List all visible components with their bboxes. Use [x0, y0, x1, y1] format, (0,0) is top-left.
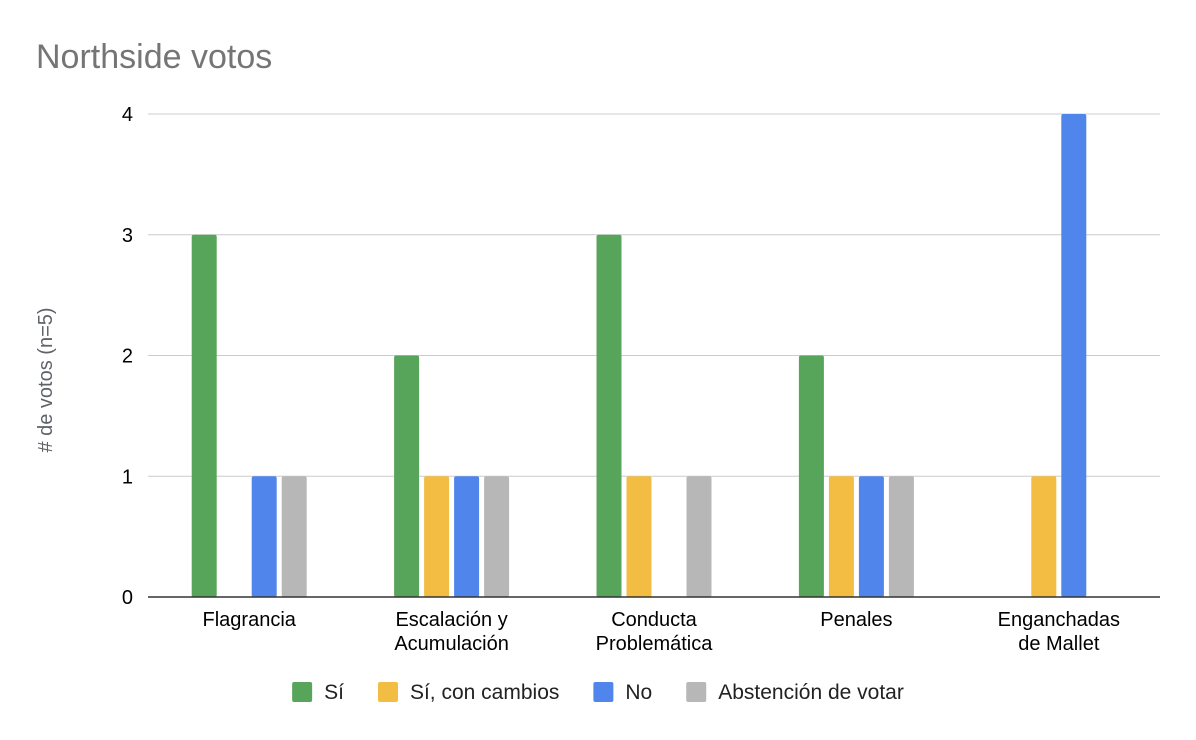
bar	[858, 476, 884, 597]
x-tick-label: Enganchadas de Mallet	[998, 609, 1120, 655]
legend-label: No	[625, 681, 652, 704]
x-tick-label-line: Conducta	[611, 609, 697, 631]
x-tick-label: Escalación y Acumulación	[394, 609, 509, 655]
y-axis-ticks: 0 1 2 3 4	[122, 104, 133, 609]
bar	[686, 476, 712, 597]
legend-label: Sí	[324, 681, 344, 704]
x-tick-label: Penales	[820, 609, 892, 631]
x-tick-label-line: Enganchadas	[998, 609, 1120, 631]
grid	[148, 113, 1160, 477]
x-tick-label-line: Flagrancia	[203, 609, 297, 631]
bar	[394, 355, 420, 597]
x-tick-label: Flagrancia	[203, 609, 297, 631]
x-tick-label-line: Problemática	[596, 633, 714, 655]
chart-title: Northside votos	[36, 38, 272, 76]
x-tick-label-line: de Mallet	[1018, 633, 1100, 655]
bar	[888, 476, 914, 597]
y-tick-label: 1	[122, 466, 133, 488]
bar	[424, 476, 450, 597]
bar	[596, 234, 622, 597]
y-tick-label: 4	[122, 104, 133, 126]
x-tick-label: Conducta Problemática	[596, 609, 714, 655]
legend: Sí Sí, con cambios No Abstención de votar	[292, 681, 904, 704]
legend-swatch	[292, 682, 313, 702]
bar	[251, 476, 277, 597]
bars	[191, 114, 1087, 597]
bar	[191, 234, 217, 597]
legend-label: Abstención de votar	[718, 681, 904, 704]
legend-swatch	[686, 682, 707, 702]
y-tick-label: 0	[122, 587, 133, 609]
x-tick-label-line: Penales	[820, 609, 892, 631]
legend-swatch	[377, 682, 398, 702]
y-tick-label: 2	[122, 346, 133, 368]
bar	[281, 476, 307, 597]
bar	[454, 476, 480, 597]
y-tick-label: 3	[122, 225, 133, 247]
legend-label: Sí, con cambios	[410, 681, 559, 704]
bar	[484, 476, 510, 597]
legend-swatch	[593, 682, 614, 702]
x-axis-ticks: Flagrancia Escalación y Acumulación Conduct…	[203, 609, 1120, 655]
x-tick-label-line: Acumulación	[394, 633, 509, 655]
bar	[1031, 476, 1057, 597]
bar	[798, 355, 824, 597]
bar	[1061, 114, 1087, 597]
y-axis-label: # de votos (n=5)	[35, 307, 57, 452]
bar	[626, 476, 652, 597]
bar	[828, 476, 854, 597]
x-tick-label-line: Escalación y	[395, 609, 507, 631]
